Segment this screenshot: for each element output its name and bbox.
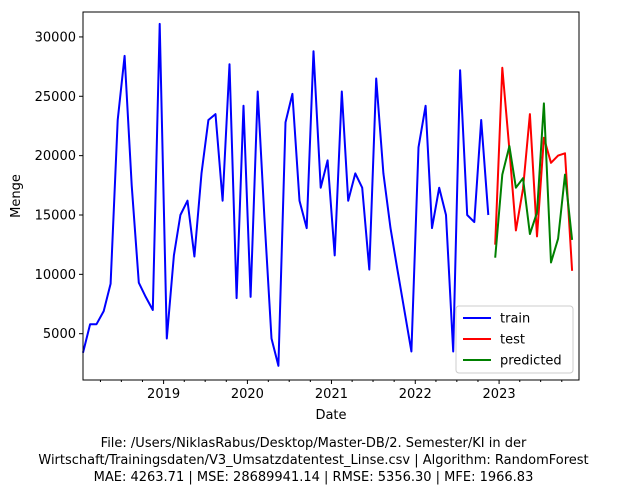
footer-file-path-line: Wirtschaft/Trainingsdaten/V3_Umsatzdaten… bbox=[38, 453, 589, 468]
footer-metrics-line: MAE: 4263.71 | MSE: 28689941.14 | RMSE: … bbox=[93, 470, 534, 485]
y-tick-label: 25000 bbox=[35, 90, 76, 105]
line-chart: 2019 2020 2021 2022 2023 5000 10000 15000 20000… bbox=[9, 11, 580, 423]
chart-footer: File: /Users/NiklasRabus/Desktop/Master-… bbox=[0, 435, 627, 486]
series-line-predicted bbox=[494, 102, 574, 264]
x-tick-label: 2020 bbox=[231, 387, 264, 402]
legend: train test predicted bbox=[455, 305, 574, 374]
legend-box bbox=[455, 305, 574, 374]
y-axis-label: Menge bbox=[9, 174, 24, 218]
footer-file-line: File: /Users/NiklasRabus/Desktop/Master-… bbox=[100, 436, 527, 451]
y-tick-label: 15000 bbox=[35, 208, 76, 223]
y-tick-label: 20000 bbox=[35, 149, 76, 164]
series-line-train bbox=[82, 22, 490, 367]
plot-lines bbox=[82, 22, 574, 367]
y-tick-label: 10000 bbox=[35, 268, 76, 283]
y-tick-label: 30000 bbox=[35, 30, 76, 45]
y-tick-label: 5000 bbox=[43, 327, 76, 342]
x-tick-label: 2022 bbox=[399, 387, 432, 402]
x-tick-label: 2023 bbox=[483, 387, 516, 402]
x-axis-label: Date bbox=[315, 408, 346, 423]
legend-label-train: train bbox=[500, 312, 530, 327]
x-tick-label: 2021 bbox=[315, 387, 348, 402]
series-line-test bbox=[494, 66, 574, 271]
legend-label-test: test bbox=[500, 333, 525, 348]
x-tick-label: 2019 bbox=[147, 387, 180, 402]
legend-label-predicted: predicted bbox=[500, 354, 562, 369]
x-axis: 2019 2020 2021 2022 2023 bbox=[99, 380, 563, 402]
y-axis: 5000 10000 15000 20000 25000 30000 bbox=[35, 30, 83, 342]
